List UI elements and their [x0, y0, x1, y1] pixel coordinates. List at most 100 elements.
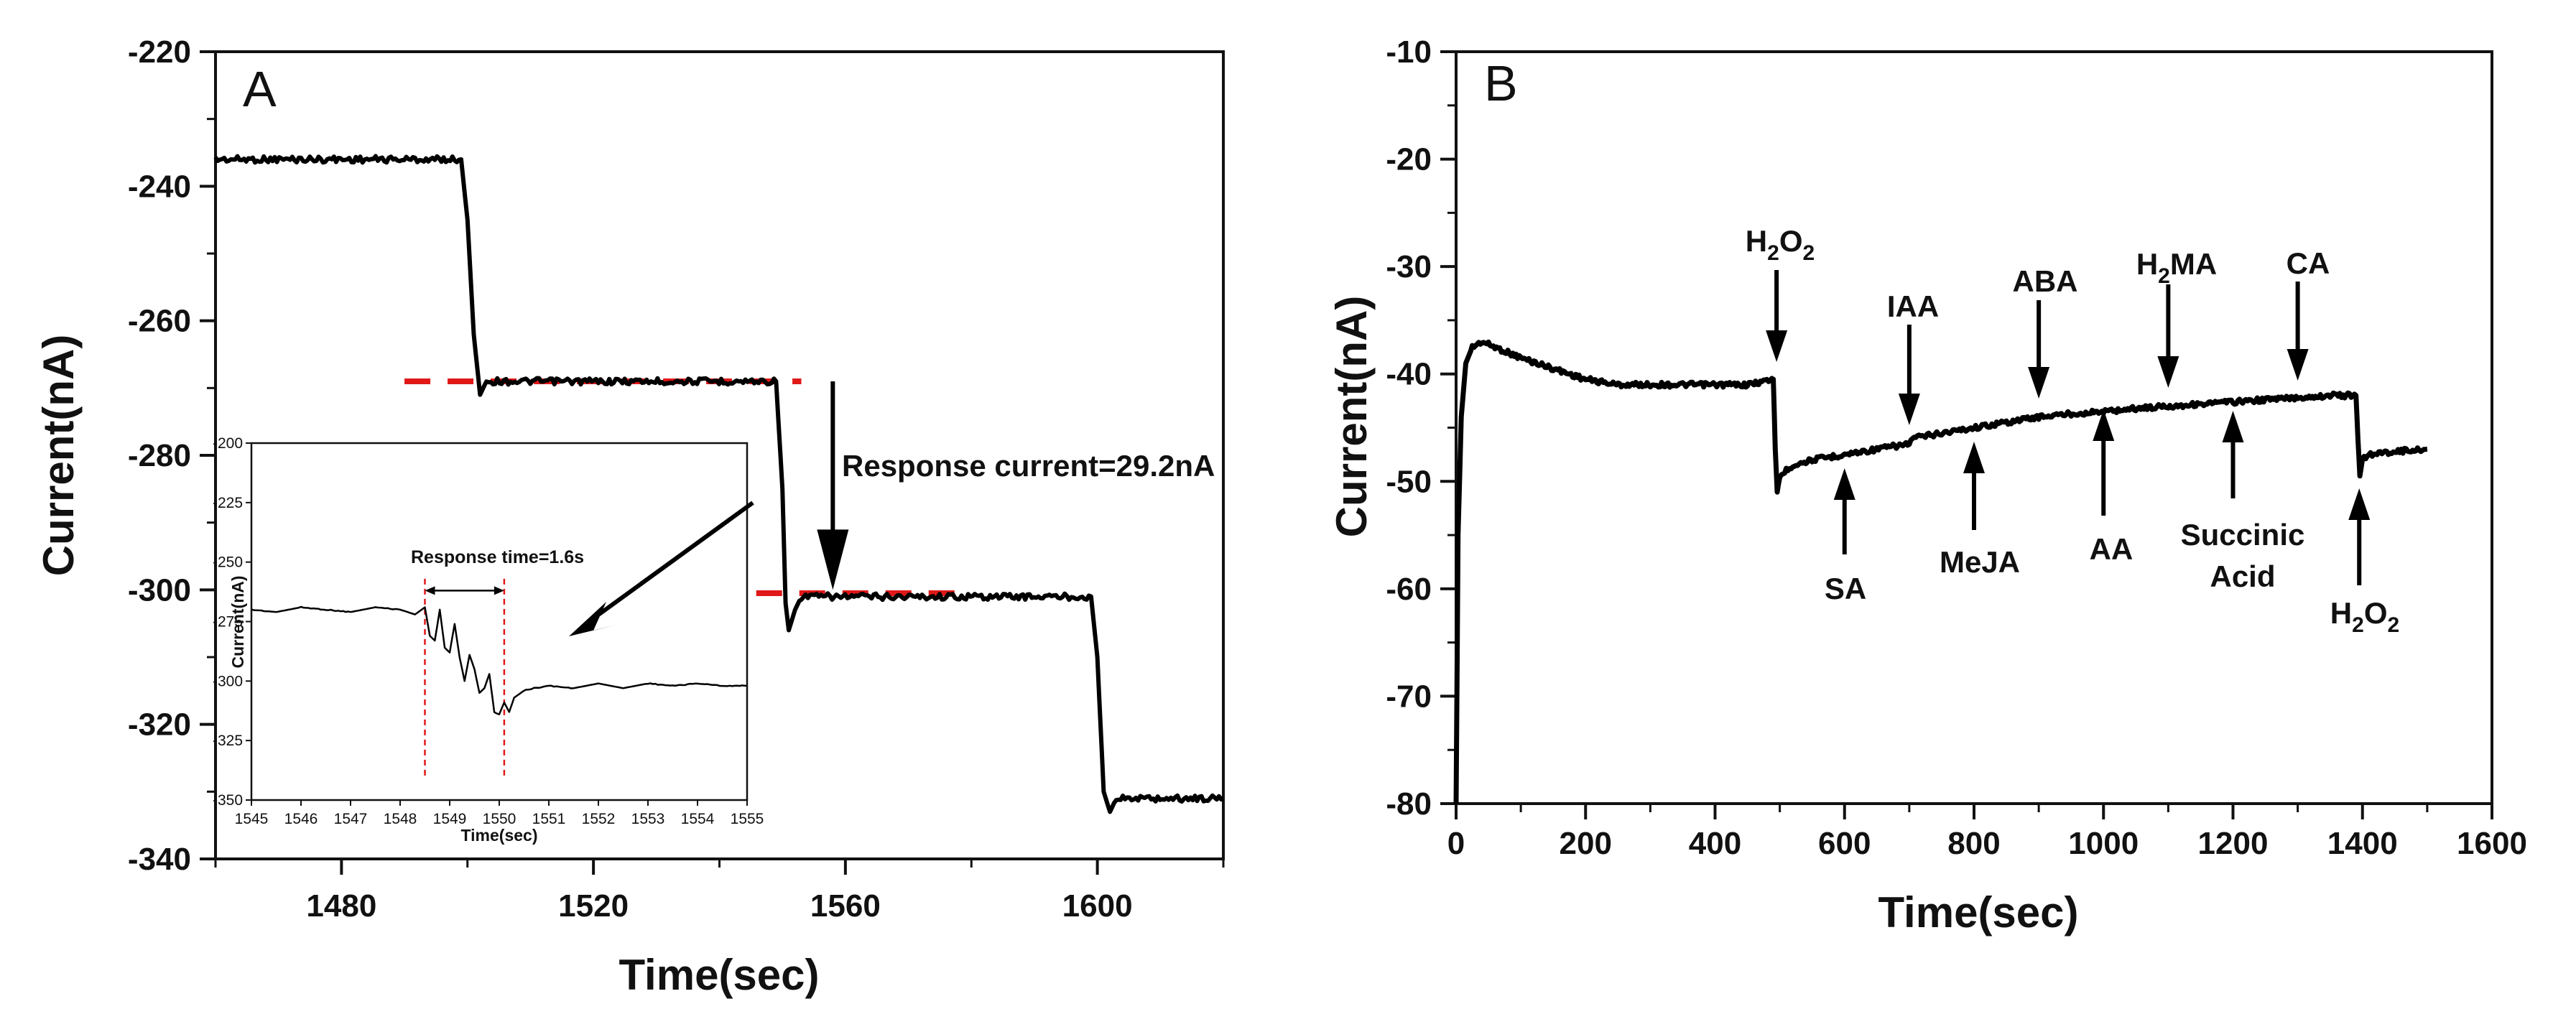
y-tick-label: -340 [128, 842, 191, 877]
addition-arrow-head [1898, 394, 1920, 425]
addition-arrow-head [2157, 356, 2179, 388]
x-tick-label: 800 [1947, 826, 2000, 861]
y-tick-label: -300 [128, 572, 191, 608]
panel-b-series [1453, 339, 2429, 804]
x-tick-label: 1200 [2198, 826, 2269, 861]
inset-pointer-head [569, 602, 616, 636]
panel-b: -10 -20 -30 -40 -50 -60 -70 -80 0 200 400 600 800 10… [1328, 34, 2527, 936]
inset-pointer-shaft [589, 501, 754, 623]
inset-x-tick-label: 1546 [284, 811, 318, 827]
arrow-label-succinic: Succinic [2181, 518, 2305, 552]
inset-x-tick-label: 1553 [631, 811, 665, 827]
x-tick-label: 1600 [1062, 888, 1133, 924]
x-tick-label: 200 [1560, 826, 1612, 861]
arrow-label-aa: AA [2090, 532, 2133, 566]
arrow-label-h2o2-bottom: H2O2 [2330, 596, 2399, 637]
panel-b-arrows [1766, 270, 2371, 585]
x-tick-label: 1600 [2457, 826, 2527, 861]
addition-arrow-head [2348, 488, 2371, 520]
inset-series [251, 605, 748, 715]
addition-arrow-head [2222, 411, 2244, 442]
y-tick-label: -20 [1386, 142, 1432, 177]
panel-a-x-ticks: 1480 1520 1560 1600 [214, 859, 1225, 924]
x-tick-label: 600 [1818, 826, 1871, 861]
inset-x-tick-label: 1550 [483, 811, 516, 827]
panel-a-series [213, 154, 1225, 814]
inset-y-tick-label: -300 [213, 673, 243, 689]
inset-y-tick-label: -250 [213, 554, 243, 571]
addition-arrow-head [2028, 367, 2050, 399]
y-tick-label: -30 [1386, 249, 1432, 284]
x-tick-label: 1480 [306, 888, 376, 924]
inset-series-line [251, 605, 748, 715]
inset-x-ticks: 1545 1546 1547 1548 1549 1550 1551 1552 1553 1554… [235, 800, 764, 827]
double-arrow-head-left [425, 586, 435, 595]
panel-a: -220 -240 -260 -280 -300 -320 -340 1480 1520 156… [34, 34, 1225, 999]
series-line [1453, 339, 2429, 804]
response-current-label: Response current=29.2nA [842, 449, 1215, 483]
panel-a-y-ticks: -220 -240 -260 -280 -300 -320 -340 [128, 34, 216, 877]
panel-b-label: B [1484, 55, 1518, 111]
panel-a-x-axis-title: Time(sec) [618, 951, 819, 999]
response-time-label: Response time=1.6s [411, 547, 584, 567]
inset-x-tick-label: 1554 [681, 811, 715, 827]
inset-chart: -200-225-250-275-300-325-350 1545 1546 154… [213, 435, 764, 845]
arrow-label-acid: Acid [2210, 559, 2275, 593]
panel-a-label: A [243, 61, 277, 117]
inset-x-tick-label: 1548 [384, 811, 417, 827]
y-tick-label: -220 [128, 34, 191, 70]
inset-y-tick-label: -275 [213, 614, 243, 631]
panel-a-response-arrow [817, 381, 849, 590]
addition-arrow-head [1963, 442, 1985, 473]
addition-arrow-head [1766, 330, 1788, 362]
inset-x-tick-label: 1551 [532, 811, 566, 827]
y-tick-label: -260 [128, 304, 191, 339]
y-tick-label: -240 [128, 169, 191, 204]
x-tick-label: 1000 [2068, 826, 2139, 861]
x-tick-label: 1520 [558, 888, 629, 924]
y-tick-label: -80 [1386, 786, 1432, 822]
y-tick-label: -70 [1386, 679, 1432, 714]
x-tick-label: 1400 [2327, 826, 2398, 861]
y-tick-label: -10 [1386, 34, 1432, 70]
response-arrow-head [817, 529, 849, 590]
inset-x-tick-label: 1547 [334, 811, 368, 827]
inset-y-ticks: -200 -225 -250 -275 -300 -325 -350 [213, 435, 251, 809]
inset-pointer-arrow [569, 501, 754, 636]
panel-b-x-axis-title: Time(sec) [1878, 888, 2078, 936]
y-tick-label: -50 [1386, 464, 1432, 499]
arrow-label-ca: CA [2287, 246, 2330, 280]
inset-y-axis-title: Current(nA) [228, 575, 247, 668]
x-tick-label: 0 [1447, 826, 1465, 861]
y-tick-label: -320 [128, 707, 191, 743]
addition-arrow-head [2287, 349, 2309, 381]
panel-b-y-axis-title: Current(nA) [1328, 296, 1376, 538]
inset-y-tick-label: -200 [213, 435, 243, 452]
double-arrow-head-right [494, 586, 504, 595]
arrow-label-aba: ABA [2013, 264, 2078, 298]
arrow-label-h2o2-add: H2O2 [1746, 224, 1815, 265]
arrow-label-meja: MeJA [1940, 545, 2020, 579]
addition-arrow-head [2093, 409, 2115, 441]
addition-arrow-head [1833, 468, 1855, 500]
inset-x-tick-label: 1549 [433, 811, 467, 827]
inset-y-tick-label: -325 [213, 733, 243, 749]
y-tick-label: -40 [1386, 357, 1432, 392]
x-tick-label: 400 [1689, 826, 1741, 861]
arrow-label-sa: SA [1825, 572, 1866, 605]
arrow-label-iaa: IAA [1887, 289, 1939, 323]
inset-double-arrow [425, 586, 504, 595]
x-tick-label: 1560 [810, 888, 881, 924]
panel-b-x-ticks: 0 200 400 600 800 1000 1200 1400 1600 [1447, 804, 2527, 861]
panel-a-y-axis-title: Current(nA) [34, 335, 83, 577]
inset-x-tick-label: 1555 [731, 811, 764, 827]
panel-b-y-ticks: -10 -20 -30 -40 -50 -60 -70 -80 [1386, 34, 1456, 822]
panel-a-reference-lines [404, 378, 972, 597]
arrow-label-h2ma: H2MA [2136, 247, 2217, 288]
inset-plot-frame [250, 442, 749, 801]
inset-x-axis-title: Time(sec) [461, 826, 538, 845]
series-line [213, 154, 1225, 814]
inset-y-tick-label: -350 [213, 792, 243, 809]
inset-x-tick-label: 1545 [235, 811, 269, 827]
